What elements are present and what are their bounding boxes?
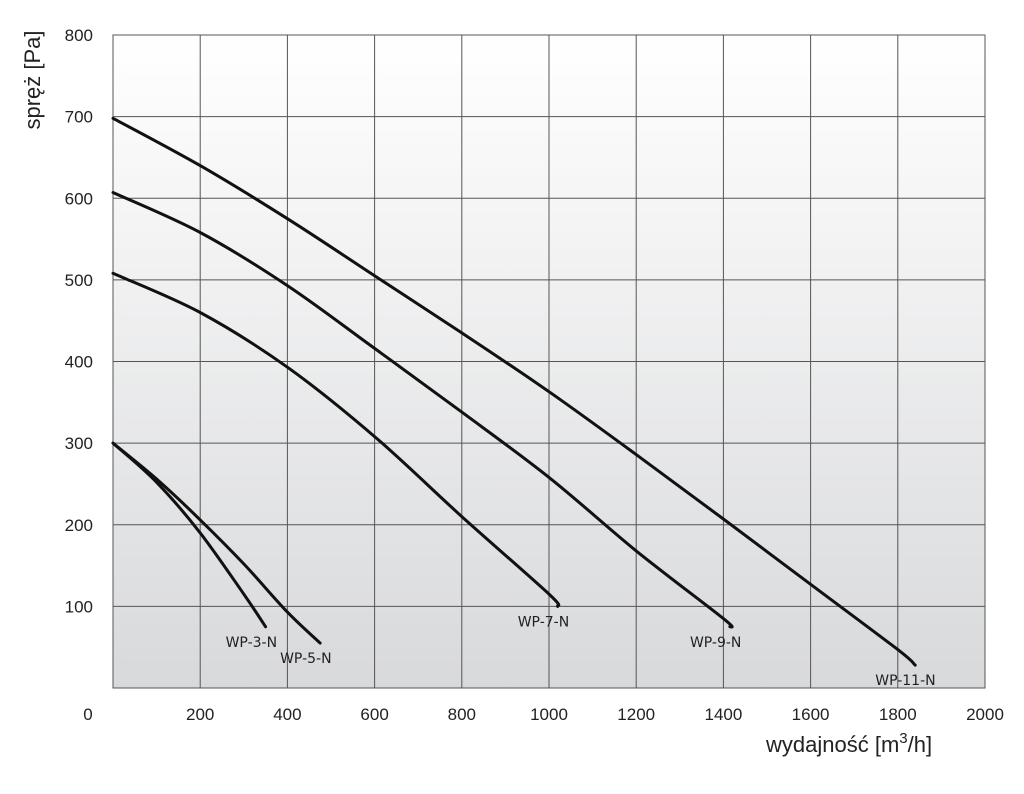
x-tick-label: 1400 bbox=[704, 705, 742, 724]
y-tick-label: 200 bbox=[65, 516, 93, 535]
x-tick-label: 400 bbox=[273, 705, 301, 724]
x-tick-label: 1200 bbox=[617, 705, 655, 724]
series-label: WP-5-N bbox=[280, 651, 331, 667]
y-tick-label: 500 bbox=[65, 271, 93, 290]
x-tick-label: 200 bbox=[186, 705, 214, 724]
series-label: WP-11-N bbox=[875, 673, 935, 689]
y-tick-label: 100 bbox=[65, 597, 93, 616]
x-tick-label: 1000 bbox=[530, 705, 568, 724]
y-tick-labels: 100 200 300 400 500 600 700 800 bbox=[65, 26, 93, 616]
curve-wp-11-n bbox=[111, 116, 917, 667]
x-axis-title-main: wydajność [m bbox=[765, 732, 899, 757]
series-label: WP-7-N bbox=[518, 614, 569, 630]
x-axis-title: wydajność [m3/h] bbox=[765, 730, 932, 757]
x-tick-label: 1800 bbox=[879, 705, 917, 724]
x-axis-title-sup: 3 bbox=[899, 730, 907, 747]
x-tick-label: 600 bbox=[360, 705, 388, 724]
curve-wp-5-n bbox=[111, 441, 322, 645]
series-label: WP-3-N bbox=[226, 635, 277, 651]
x-axis-title-tail: /h] bbox=[908, 732, 932, 757]
x-tick-label: 1600 bbox=[792, 705, 830, 724]
x-tick-labels: 200 400 600 800 1000 1200 1400 1600 1800 2000 bbox=[186, 705, 1004, 724]
series-label: WP-9-N bbox=[690, 635, 741, 651]
curve-wp-9-n bbox=[111, 191, 734, 629]
curves bbox=[111, 116, 917, 667]
y-tick-label: 600 bbox=[65, 189, 93, 208]
y-tick-label: 300 bbox=[65, 434, 93, 453]
curve-wp-7-n bbox=[111, 271, 561, 608]
x-tick-label: 2000 bbox=[966, 705, 1004, 724]
series-labels: WP-3-NWP-5-N WP-7-N WP-9-N WP-11-N bbox=[226, 614, 936, 689]
y-tick-label: 400 bbox=[65, 353, 93, 372]
origin-label: 0 bbox=[83, 705, 92, 724]
x-tick-label: 800 bbox=[448, 705, 476, 724]
y-tick-label: 800 bbox=[65, 26, 93, 45]
y-tick-label: 700 bbox=[65, 108, 93, 127]
y-axis-title: spręż [Pa] bbox=[20, 30, 45, 129]
plot-frame bbox=[112, 34, 986, 689]
